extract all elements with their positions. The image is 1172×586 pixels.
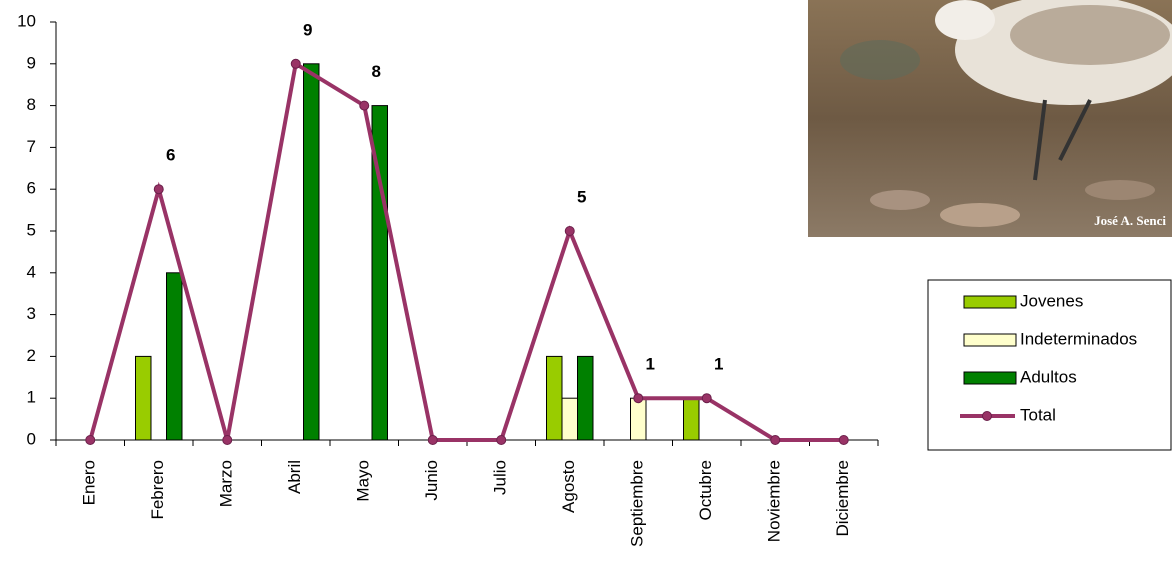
total-marker (153, 184, 164, 195)
total-marker (838, 435, 849, 445)
x-tick-label: Febrero (148, 460, 167, 520)
y-tick-label: 8 (27, 95, 36, 114)
x-tick-label: Mayo (354, 460, 373, 502)
legend-label: Adultos (1020, 367, 1077, 386)
data-label: 1 (646, 355, 655, 374)
legend-swatch (982, 411, 992, 421)
data-label: 5 (577, 187, 586, 206)
x-tick-label: Enero (80, 460, 99, 505)
photo: José A. Senci (808, 0, 1172, 237)
total-marker (701, 393, 712, 404)
total-marker (359, 100, 370, 111)
data-label: 9 (303, 20, 312, 39)
total-marker (770, 435, 781, 445)
legend-label: Jovenes (1020, 291, 1083, 310)
bar (303, 63, 320, 441)
total-marker (427, 435, 438, 445)
bar (371, 105, 388, 441)
bar (561, 397, 578, 441)
total-marker (496, 435, 507, 445)
photo-credit: José A. Senci (1094, 213, 1166, 228)
bar (166, 272, 183, 441)
y-tick-label: 6 (27, 179, 36, 198)
x-tick-label: Agosto (559, 460, 578, 513)
bar (577, 355, 594, 441)
y-tick-label: 7 (27, 137, 36, 156)
bar (630, 397, 647, 441)
x-tick-label: Diciembre (833, 460, 852, 537)
y-tick-label: 5 (27, 220, 36, 239)
data-label: 1 (714, 355, 723, 374)
y-tick-label: 2 (27, 346, 36, 365)
legend-swatch (963, 333, 1017, 347)
y-tick-label: 4 (27, 262, 36, 281)
legend-label: Total (1020, 405, 1056, 424)
legend-swatch (963, 295, 1017, 309)
y-tick-label: 10 (17, 11, 36, 30)
x-tick-label: Abril (285, 460, 304, 494)
bar (135, 355, 152, 441)
legend-swatch (963, 371, 1017, 385)
x-tick-label: Noviembre (765, 460, 784, 542)
x-tick-label: Octubre (696, 460, 715, 520)
legend: Jovenes Indeterminados Adultos Total (960, 291, 1137, 424)
bar (683, 397, 700, 441)
x-tick-label: Junio (422, 460, 441, 501)
y-tick-label: 3 (27, 304, 36, 323)
bar (546, 355, 563, 441)
total-marker (564, 226, 575, 236)
data-label: 6 (166, 146, 175, 165)
total-line (88, 60, 844, 442)
y-tick-label: 1 (27, 388, 36, 407)
y-tick-label: 0 (27, 429, 36, 448)
x-tick-label: Septiembre (628, 460, 647, 547)
legend-label: Indeterminados (1020, 329, 1137, 348)
data-label: 8 (372, 62, 381, 81)
total-marker (633, 393, 644, 404)
x-tick-label: Marzo (217, 460, 236, 507)
y-tick-label: 9 (27, 53, 36, 72)
total-marker (290, 58, 301, 69)
total-marker (85, 435, 96, 445)
x-tick-label: Julio (491, 460, 510, 495)
total-marker (222, 435, 233, 445)
